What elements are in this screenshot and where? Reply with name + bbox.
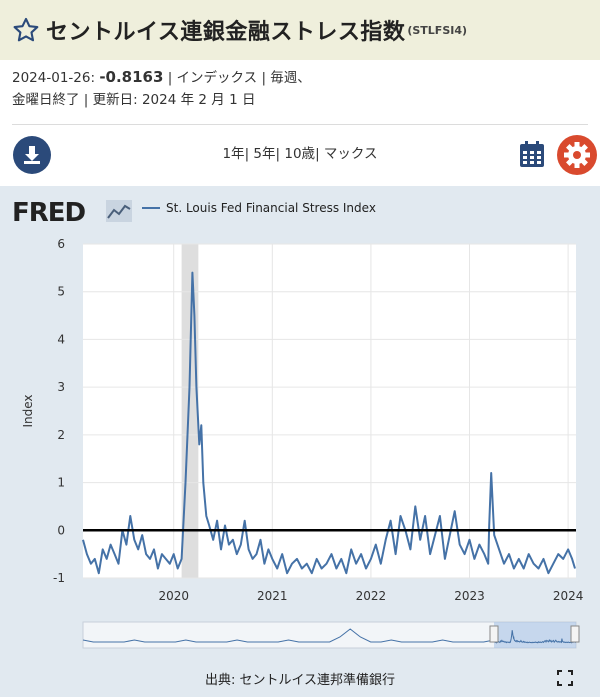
legend-label: St. Louis Fed Financial Stress Index <box>166 201 376 215</box>
frequency-updated: 金曜日終了 | 更新日: 2024 年 2 月 1 日 <box>12 92 256 108</box>
y-tick-label: 3 <box>57 380 65 394</box>
chart-area: 6 5 4 3 2 1 0 -1 2020 2021 2022 2023 2024 Index FRED … <box>0 186 600 697</box>
series-id: (STLFSI4) <box>407 23 468 37</box>
settings-button[interactable] <box>557 135 597 175</box>
page-title: セントルイス連銀金融ストレス指数 <box>46 20 406 45</box>
series-line <box>82 271 576 575</box>
y-tick-label: 1 <box>57 476 65 490</box>
navigator-line <box>82 628 577 644</box>
range-1y[interactable]: 1年 <box>222 146 245 162</box>
y-tick-label: 5 <box>57 285 65 299</box>
y-tick-label: 6 <box>57 237 65 251</box>
range-separator: | <box>275 146 281 162</box>
divider <box>12 124 588 125</box>
line-chart[interactable]: 6 5 4 3 2 1 0 -1 2020 2021 2022 2023 2024 Index <box>0 186 600 697</box>
legend-swatch <box>142 207 160 209</box>
plot-background <box>83 244 576 578</box>
range-separator: | <box>244 146 250 162</box>
download-icon <box>24 146 40 164</box>
y-tick-label: 2 <box>57 428 65 442</box>
download-button[interactable] <box>13 136 51 174</box>
range-separator: | <box>315 146 320 162</box>
star-icon[interactable] <box>12 16 40 44</box>
x-tick-label: 2023 <box>454 589 485 603</box>
y-axis-label: Index <box>21 394 35 427</box>
gear-icon <box>564 142 590 168</box>
fred-logo: FRED <box>12 198 86 228</box>
observation-value: -0.8163 <box>99 68 164 86</box>
range-max[interactable]: マックス <box>323 146 378 162</box>
chart-toolbar: 1年| 5年| 10歳| マックス <box>0 130 600 186</box>
observation-date: 2024-01-26: <box>12 70 96 86</box>
y-tick-label: 4 <box>57 332 65 346</box>
fullscreen-icon[interactable] <box>557 670 573 686</box>
series-header: セントルイス連銀金融ストレス指数 (STLFSI4) <box>0 0 600 60</box>
navigator-handle <box>489 625 499 643</box>
x-tick-label: 2021 <box>257 589 288 603</box>
range-10y[interactable]: 10歳 <box>284 146 316 162</box>
x-tick-label: 2020 <box>158 589 189 603</box>
calendar-icon[interactable] <box>519 140 545 168</box>
units-frequency: | インデックス | 毎週、 <box>167 70 311 86</box>
navigator-selection <box>494 622 576 648</box>
x-tick-label: 2024 <box>553 589 584 603</box>
range-5y[interactable]: 5年 <box>253 146 276 162</box>
fred-graph-icon <box>106 200 132 222</box>
chart-source: 出典: セントルイス連邦準備銀行 <box>204 673 396 688</box>
series-meta: 2024-01-26: -0.8163 | インデックス | 毎週、 金曜日終了… <box>12 66 588 111</box>
date-range-selector: 1年| 5年| 10歳| マックス <box>0 142 600 162</box>
navigator-handle <box>570 625 580 643</box>
y-tick-label: 0 <box>57 523 65 537</box>
chart-legend: St. Louis Fed Financial Stress Index <box>142 201 376 215</box>
x-tick-label: 2022 <box>356 589 387 603</box>
y-tick-label: -1 <box>53 571 65 585</box>
